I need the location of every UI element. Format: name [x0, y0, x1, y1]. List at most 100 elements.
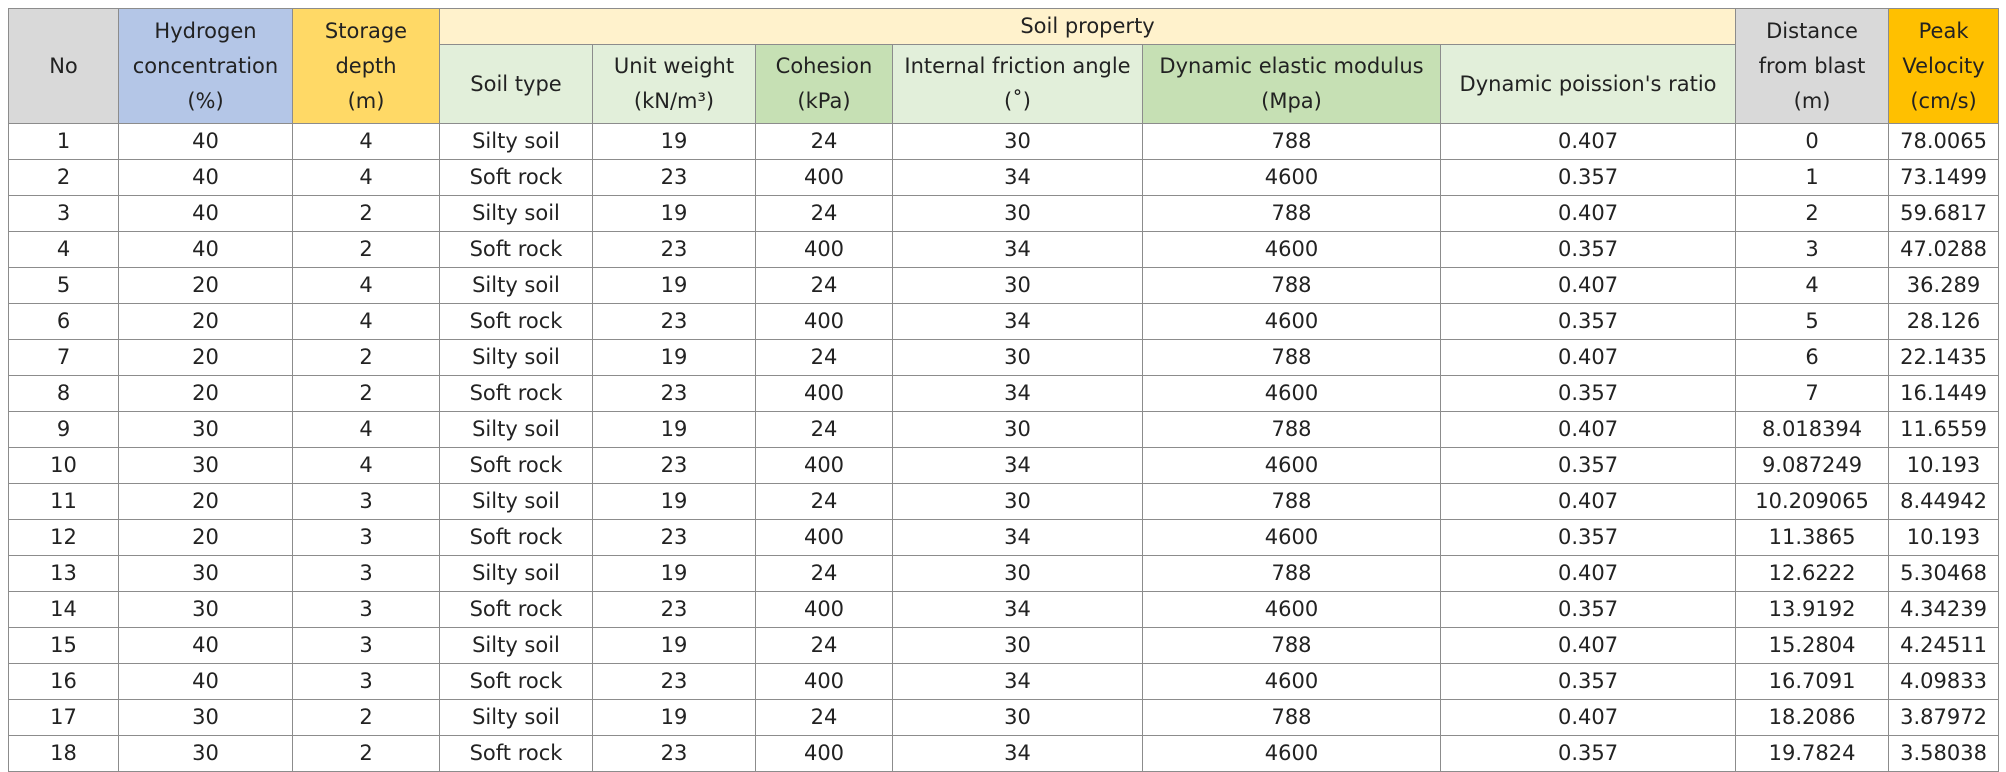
cell: Soft rock	[439, 303, 593, 340]
cell: 4	[292, 267, 440, 304]
header-line: Velocity	[1902, 53, 1985, 78]
cell: 11	[8, 483, 119, 520]
cell: 4600	[1142, 591, 1441, 628]
cell: 4	[292, 303, 440, 340]
cell: 5	[1735, 303, 1890, 340]
cell: 1	[1735, 159, 1890, 196]
cell: 3	[292, 591, 440, 628]
cell: 40	[118, 663, 293, 700]
cell: 24	[755, 339, 893, 376]
cell: 0.357	[1439, 591, 1737, 628]
data-row: 6 20 4 Soft rock 23 400 34 4600 0.357 5 28.126	[8, 303, 2000, 340]
cell: 30	[118, 735, 293, 772]
cell: 19.7824	[1735, 735, 1890, 772]
cell: 19	[592, 195, 756, 232]
cell: 3.58038	[1888, 735, 2000, 772]
cell: 23	[592, 447, 756, 484]
data-row: 17 30 2 Silty soil 19 24 30 788 0.407 18.2086 3.87…	[8, 699, 2000, 736]
cell: 0.407	[1439, 555, 1737, 592]
cell: 23	[592, 663, 756, 700]
header-line: depth	[335, 53, 397, 78]
cell: 3	[8, 195, 119, 232]
cell: Silty soil	[439, 123, 593, 160]
cell: 400	[755, 519, 893, 556]
cell: 19	[592, 627, 756, 664]
cell: 24	[755, 267, 893, 304]
header-line: (kN/m³)	[633, 89, 715, 113]
cell: 400	[755, 735, 893, 772]
cell: 30	[118, 591, 293, 628]
cell: 40	[118, 159, 293, 196]
cell: 30	[892, 195, 1143, 232]
cell: 34	[892, 159, 1143, 196]
data-row: 15 40 3 Silty soil 19 24 30 788 0.407 15.2804 4.24…	[8, 627, 2000, 664]
cell: 788	[1142, 411, 1441, 448]
header-cell: Soil property	[438, 8, 1737, 45]
cell: 24	[755, 411, 893, 448]
cell: 7	[1735, 375, 1890, 412]
cell: 19	[592, 267, 756, 304]
cell: Soft rock	[439, 231, 593, 268]
header-line: from blast	[1758, 53, 1866, 78]
header-line: Dynamic elastic modulus	[1159, 54, 1424, 78]
header-cell: Hydrogen concentration (%)	[118, 8, 293, 124]
cell: 20	[118, 483, 293, 520]
cell: 16.7091	[1735, 663, 1890, 700]
data-row: 2 40 4 Soft rock 23 400 34 4600 0.357 1 73.1499	[8, 159, 2000, 196]
cell: 2	[8, 159, 119, 196]
cell: 2	[292, 735, 440, 772]
header-cell: Distance from blast (m)	[1735, 8, 1890, 124]
cell: 4600	[1142, 231, 1441, 268]
cell: 24	[755, 195, 893, 232]
cell: 0.407	[1439, 627, 1737, 664]
cell: 788	[1142, 339, 1441, 376]
cell: 34	[892, 447, 1143, 484]
cell: 4.24511	[1888, 627, 2000, 664]
header-line: (%)	[187, 88, 224, 113]
cell: 19	[592, 483, 756, 520]
cell: 10.193	[1888, 519, 2000, 556]
cell: 6	[1735, 339, 1890, 376]
header-line: No	[49, 53, 78, 78]
cell: 8.44942	[1888, 483, 2000, 520]
cell: 34	[892, 591, 1143, 628]
cell: Silty soil	[439, 195, 593, 232]
cell: 788	[1142, 483, 1441, 520]
cell: 0.407	[1439, 699, 1737, 736]
cell: 34	[892, 519, 1143, 556]
cell: 28.126	[1888, 303, 2000, 340]
cell: 24	[755, 699, 893, 736]
cell: 47.0288	[1888, 231, 2000, 268]
cell: 4	[292, 159, 440, 196]
cell: 0.407	[1439, 339, 1737, 376]
cell: 4600	[1142, 303, 1441, 340]
cell: 4600	[1142, 735, 1441, 772]
cell: 19	[592, 699, 756, 736]
header-line: Distance	[1766, 18, 1858, 43]
cell: 30	[118, 411, 293, 448]
cell: Soft rock	[439, 663, 593, 700]
header-line: (m)	[1793, 88, 1831, 113]
cell: 4600	[1142, 159, 1441, 196]
cell: 3.87972	[1888, 699, 2000, 736]
data-row: 16 40 3 Soft rock 23 400 34 4600 0.357 16.7091 4.0…	[8, 663, 2000, 700]
cell: 8.018394	[1735, 411, 1890, 448]
cell: 16	[8, 663, 119, 700]
cell: 13	[8, 555, 119, 592]
cell: 400	[755, 591, 893, 628]
cell: 23	[592, 159, 756, 196]
cell: 34	[892, 231, 1143, 268]
cell: 4	[292, 123, 440, 160]
cell: 16.1449	[1888, 375, 2000, 412]
cell: 18.2086	[1735, 699, 1890, 736]
cell: 0.357	[1439, 519, 1737, 556]
cell: 3	[292, 627, 440, 664]
cell: Silty soil	[439, 555, 593, 592]
cell: 15.2804	[1735, 627, 1890, 664]
cell: 2	[292, 339, 440, 376]
cell: 30	[892, 267, 1143, 304]
cell: 4	[292, 447, 440, 484]
cell: 19	[592, 123, 756, 160]
cell: 19	[592, 555, 756, 592]
